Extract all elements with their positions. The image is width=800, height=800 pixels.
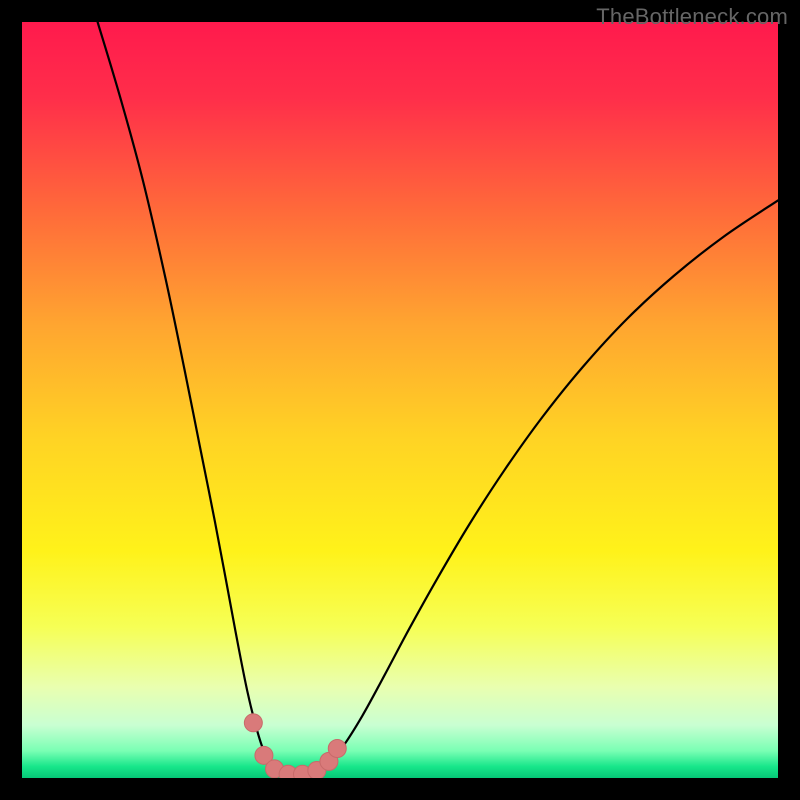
gradient-background: [22, 22, 778, 778]
marker-point: [244, 714, 262, 732]
chart-container: TheBottleneck.com: [0, 0, 800, 800]
watermark-text: TheBottleneck.com: [596, 4, 788, 30]
bottleneck-curve-chart: [0, 0, 800, 800]
marker-point: [328, 740, 346, 758]
